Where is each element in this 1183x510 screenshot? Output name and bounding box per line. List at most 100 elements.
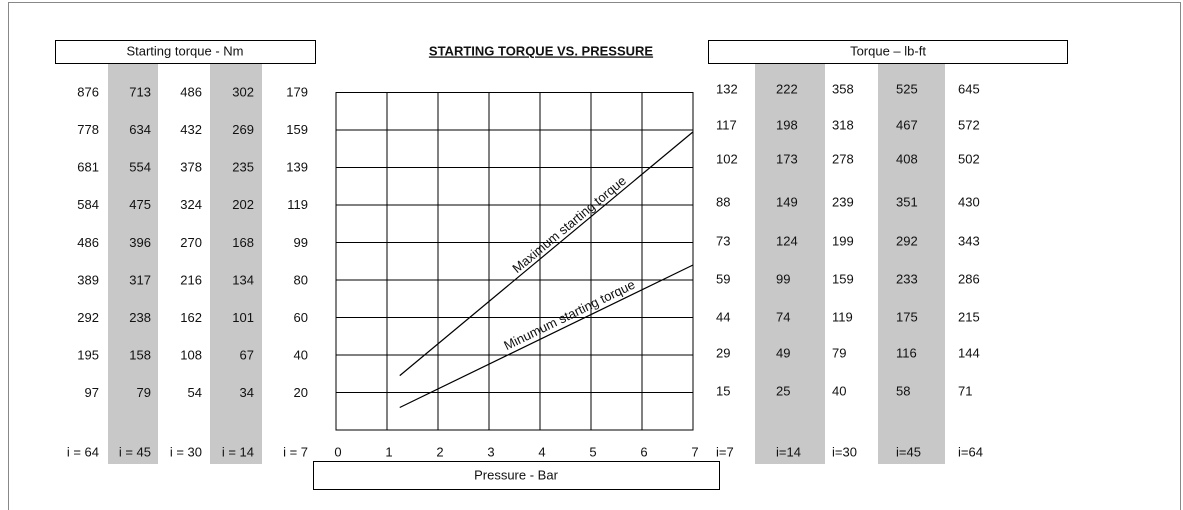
cell: 80	[294, 272, 308, 287]
cell: 79	[137, 385, 151, 400]
cell: 645	[958, 81, 980, 96]
chart-title: STARTING TORQUE VS. PRESSURE	[429, 43, 653, 58]
cell: 572	[958, 117, 980, 132]
column-label: i = 14	[222, 444, 254, 459]
cell: 475	[129, 197, 151, 212]
cell: 25	[776, 383, 790, 398]
cell: 29	[716, 345, 730, 360]
x-tick-label: 3	[487, 444, 494, 459]
cell: 71	[958, 383, 972, 398]
cell: 430	[958, 194, 980, 209]
column-label: i=30	[832, 444, 857, 459]
cell: 60	[294, 310, 308, 325]
cell: 59	[716, 271, 730, 286]
cell: 99	[294, 235, 308, 250]
cell: 378	[180, 160, 202, 175]
cell: 101	[232, 310, 254, 325]
cell: 102	[716, 151, 738, 166]
column-label: i = 64	[67, 444, 99, 459]
cell: 292	[896, 233, 918, 248]
cell: 67	[240, 348, 254, 363]
cell: 168	[232, 235, 254, 250]
cell: 40	[294, 348, 308, 363]
cell: 486	[180, 84, 202, 99]
cell: 119	[287, 197, 308, 212]
shaded-column	[108, 64, 158, 464]
cell: 198	[776, 117, 798, 132]
cell: 15	[716, 383, 730, 398]
cell: 235	[232, 160, 254, 175]
cell: 144	[958, 345, 980, 360]
cell: 222	[776, 81, 798, 96]
cell: 97	[85, 385, 99, 400]
column-label: i=14	[776, 444, 801, 459]
shaded-column	[755, 64, 825, 464]
cell: 44	[716, 309, 730, 324]
cell: 202	[232, 197, 254, 212]
page-border	[8, 2, 1181, 510]
column-label: i=45	[896, 444, 921, 459]
cell: 584	[77, 197, 99, 212]
series-label: Maximum starting torque	[509, 173, 629, 276]
cell: 525	[896, 81, 918, 96]
column-label: i = 45	[119, 444, 151, 459]
cell: 159	[286, 122, 308, 137]
cell: 408	[896, 151, 918, 166]
cell: 54	[188, 385, 202, 400]
cell: 389	[77, 272, 99, 287]
cell: 117	[716, 117, 737, 132]
cell: 286	[958, 271, 980, 286]
cell: 396	[129, 235, 151, 250]
column-label: i=7	[716, 444, 734, 459]
cell: 358	[832, 81, 854, 96]
cell: 124	[776, 233, 798, 248]
cell: 238	[129, 310, 151, 325]
cell: 502	[958, 151, 980, 166]
x-tick-label: 4	[538, 444, 545, 459]
x-axis-label: Pressure - Bar	[474, 467, 558, 482]
cell: 73	[716, 233, 730, 248]
cell: 634	[129, 122, 151, 137]
cell: 159	[832, 271, 854, 286]
cell: 554	[129, 160, 151, 175]
cell: 233	[896, 271, 918, 286]
cell: 134	[232, 272, 254, 287]
right-header-box	[708, 40, 1068, 64]
x-tick-label: 6	[640, 444, 647, 459]
cell: 343	[958, 233, 980, 248]
cell: 158	[129, 348, 151, 363]
x-tick-label: 0	[334, 444, 341, 459]
cell: 173	[776, 151, 798, 166]
cell: 486	[77, 235, 99, 250]
left-table-title: Starting torque - Nm	[126, 43, 243, 58]
line	[399, 264, 694, 409]
cell: 20	[294, 385, 308, 400]
cell: 216	[180, 272, 202, 287]
shaded-column	[878, 64, 945, 464]
cell: 88	[716, 194, 730, 209]
cell: 269	[232, 122, 254, 137]
cell: 292	[77, 310, 99, 325]
cell: 467	[896, 117, 918, 132]
cell: 58	[896, 383, 910, 398]
cell: 175	[896, 309, 918, 324]
cell: 432	[180, 122, 202, 137]
cell: 34	[240, 385, 254, 400]
right-table-title: Torque – lb-ft	[850, 43, 926, 58]
cell: 179	[286, 84, 308, 99]
cell: 195	[77, 348, 99, 363]
cell: 239	[832, 194, 854, 209]
cell: 132	[716, 81, 738, 96]
cell: 139	[286, 160, 308, 175]
cell: 162	[180, 310, 202, 325]
shaded-column	[210, 64, 262, 464]
cell: 324	[180, 197, 202, 212]
cell: 119	[832, 309, 853, 324]
cell: 215	[958, 309, 980, 324]
column-label: i = 7	[283, 444, 308, 459]
series-label: Minumum starting torque	[501, 277, 637, 353]
column-label: i=64	[958, 444, 983, 459]
cell: 74	[776, 309, 790, 324]
line	[399, 131, 694, 377]
